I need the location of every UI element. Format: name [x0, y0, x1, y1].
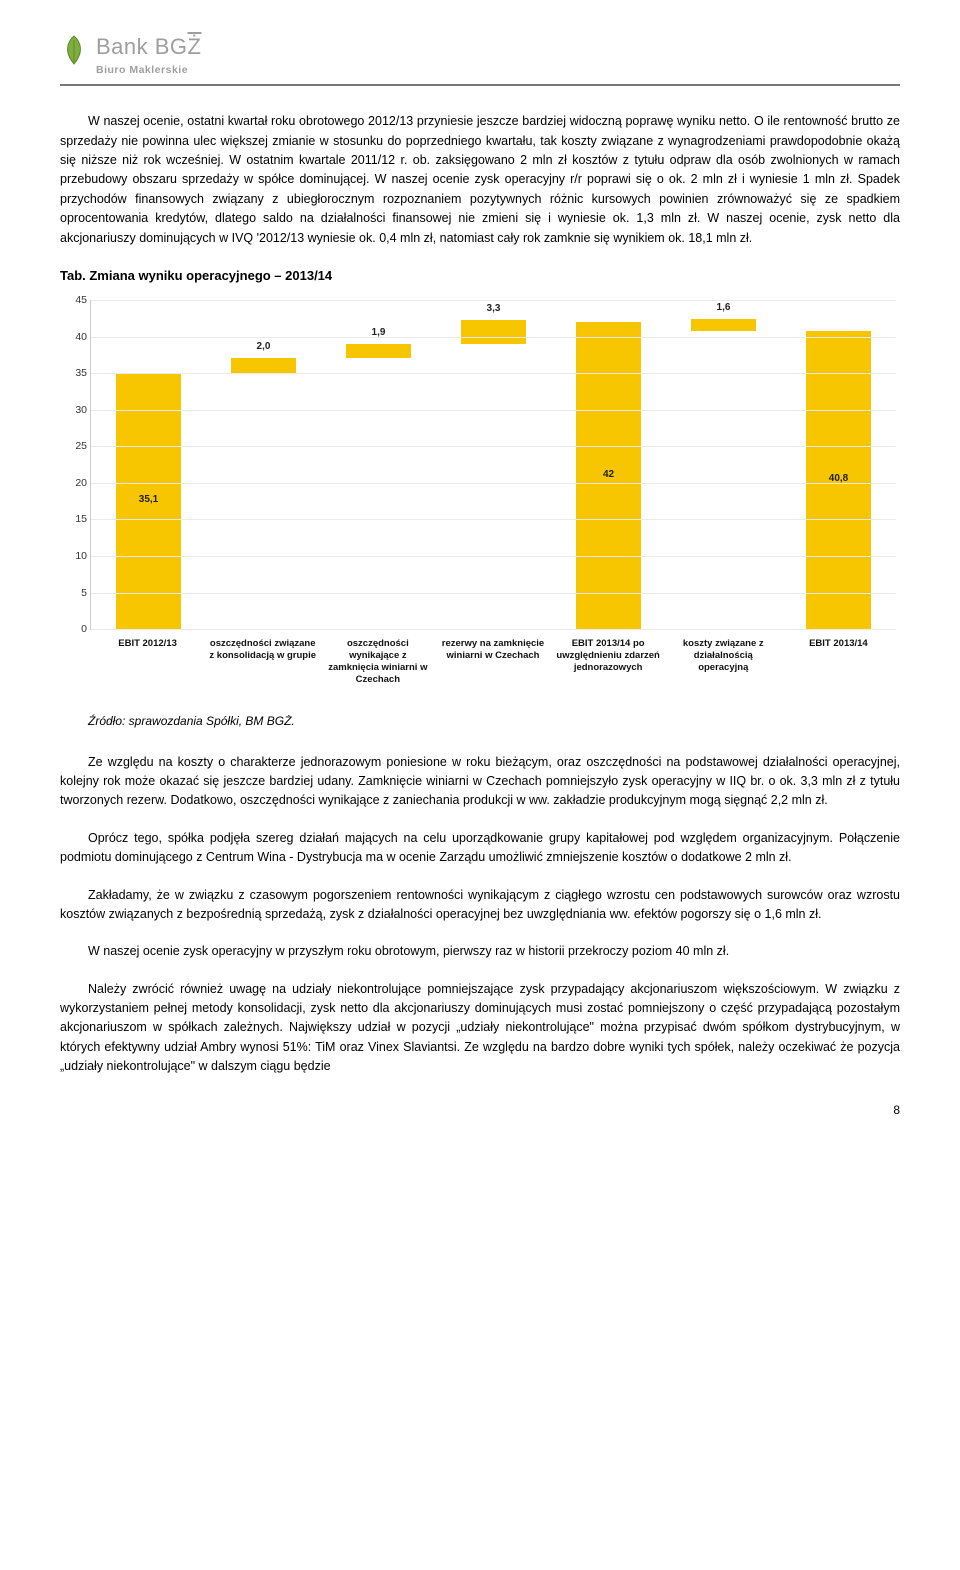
- chart-bar-slot: 35,1: [91, 300, 206, 629]
- page-header: Bank BGŻ Biuro Maklerskie: [60, 30, 900, 78]
- chart-y-tick: 20: [63, 475, 87, 491]
- page-number: 8: [60, 1101, 900, 1120]
- chart-bar: [461, 320, 525, 344]
- chart-y-tick: 40: [63, 329, 87, 345]
- chart-x-label: koszty związane z działalnością operacyj…: [666, 634, 781, 700]
- chart-y-tick: 25: [63, 438, 87, 454]
- paragraph-2: Ze względu na koszty o charakterze jedno…: [60, 753, 900, 811]
- chart-x-label: EBIT 2013/14 po uwzględnieniu zdarzeń je…: [551, 634, 666, 700]
- chart-bar-slot: 1,6: [666, 300, 781, 629]
- chart-gridline: [91, 373, 896, 374]
- chart-gridline: [91, 300, 896, 301]
- chart-bar-slot: 3,3: [436, 300, 551, 629]
- chart-x-label: EBIT 2012/13: [90, 634, 205, 700]
- chart-gridline: [91, 337, 896, 338]
- chart-bar-value-label: 35,1: [91, 492, 206, 508]
- header-rule: [60, 84, 900, 86]
- chart-y-tick: 10: [63, 548, 87, 564]
- chart-y-tick: 0: [63, 621, 87, 637]
- chart-x-label: EBIT 2013/14: [781, 634, 896, 700]
- bank-name: Bank BGŻ: [96, 30, 202, 64]
- paragraph-4: Zakładamy, że w związku z czasowym pogor…: [60, 886, 900, 925]
- chart-x-labels: EBIT 2012/13oszczędności związane z kons…: [90, 634, 896, 700]
- chart-gridline: [91, 556, 896, 557]
- chart-gridline: [91, 629, 896, 630]
- chart-bar: [231, 358, 295, 373]
- chart-bar-value-label: 1,6: [666, 300, 781, 316]
- paragraph-5: W naszej ocenie zysk operacyjny w przysz…: [60, 942, 900, 961]
- bank-name-main: Bank BG: [96, 34, 188, 59]
- chart-y-tick: 5: [63, 584, 87, 600]
- chart-title: Tab. Zmiana wyniku operacyjnego – 2013/1…: [60, 266, 900, 286]
- chart-y-tick: 30: [63, 402, 87, 418]
- chart-bar-value-label: 42: [551, 467, 666, 483]
- chart-plot-area: 35,12,01,93,3421,640,8 05101520253035404…: [90, 300, 896, 630]
- chart-bar-slot: 40,8: [781, 300, 896, 629]
- bank-subtitle: Biuro Maklerskie: [96, 62, 202, 78]
- chart-gridline: [91, 519, 896, 520]
- logo-leaf-icon: [60, 34, 88, 74]
- logo-text: Bank BGŻ Biuro Maklerskie: [96, 30, 202, 78]
- chart-bar: [691, 319, 755, 331]
- paragraph-1: W naszej ocenie, ostatni kwartał roku ob…: [60, 112, 900, 248]
- chart-gridline: [91, 483, 896, 484]
- bank-name-z: Ż: [188, 34, 202, 59]
- chart-y-tick: 15: [63, 511, 87, 527]
- chart-x-label: oszczędności związane z konsolidacją w g…: [205, 634, 320, 700]
- chart-bar-value-label: 1,9: [321, 325, 436, 341]
- chart-bar-slot: 42: [551, 300, 666, 629]
- chart-bar-value-label: 2,0: [206, 339, 321, 355]
- chart-y-tick: 35: [63, 365, 87, 381]
- paragraph-6: Należy zwrócić również uwagę na udziały …: [60, 980, 900, 1077]
- chart-gridline: [91, 446, 896, 447]
- chart-gridline: [91, 593, 896, 594]
- chart-bar-slot: 1,9: [321, 300, 436, 629]
- chart-bar-value-label: 3,3: [436, 301, 551, 317]
- chart-gridline: [91, 410, 896, 411]
- chart-bars-container: 35,1 2,01,93,3 42 1,6 40,8: [91, 300, 896, 629]
- chart-source: Źródło: sprawozdania Spółki, BM BGŻ.: [88, 712, 900, 731]
- chart-y-tick: 45: [63, 292, 87, 308]
- chart-bar-slot: 2,0: [206, 300, 321, 629]
- chart-x-label: rezerwy na zamknięcie winiarni w Czechac…: [435, 634, 550, 700]
- paragraph-3: Oprócz tego, spółka podjęła szereg dział…: [60, 829, 900, 868]
- waterfall-chart: 35,1 2,01,93,3 42 1,6 40,8 0 5 10 15 20 25 30 35 40 4…: [60, 300, 900, 700]
- chart-x-label: oszczędności wynikające z zamknięcia win…: [320, 634, 435, 700]
- chart-bar: [346, 344, 410, 358]
- chart-bar-value-label: 40,8: [781, 471, 896, 487]
